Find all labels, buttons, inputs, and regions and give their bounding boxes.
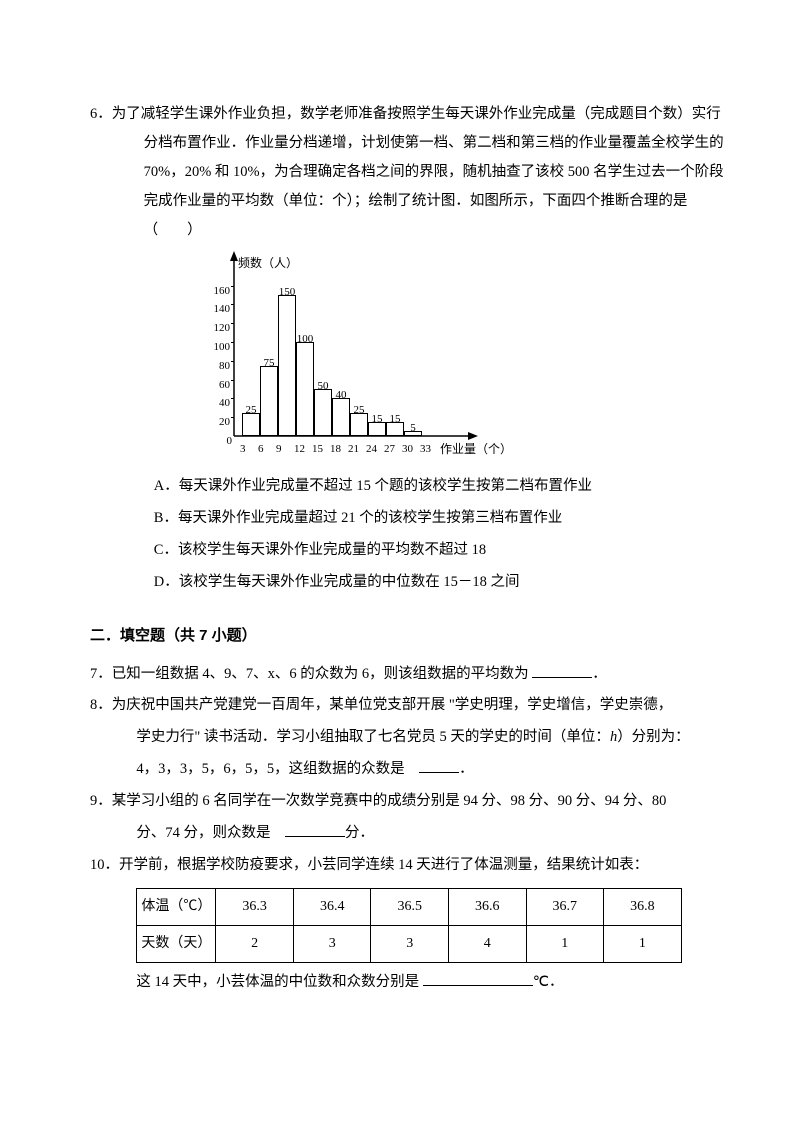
y-tick-label: 140: [206, 298, 230, 320]
cell: 36.8: [604, 888, 682, 925]
bar-value-label: 15: [367, 408, 387, 430]
y-tick-label: 80: [206, 355, 230, 377]
bar-value-label: 75: [259, 352, 279, 374]
table-row-data: 天数（天） 2 3 3 4 1 1: [137, 925, 681, 962]
bar-value-label: 25: [349, 399, 369, 421]
x-tick-label: 15: [312, 438, 323, 460]
q8-cont2: 4，3，3，5，6，5，5，这组数据的众数是 ．: [90, 754, 724, 786]
cell: 36.5: [371, 888, 449, 925]
table-row-header: 体温（℃） 36.3 36.4 36.5 36.6 36.7 36.8: [137, 888, 681, 925]
x-tick-label: 6: [258, 438, 264, 460]
q10-unit: ℃．: [533, 974, 564, 990]
q6-intro-text: 为了减轻学生课外作业负担，数学老师准备按照学生每天课外作业完成量（完成题目个数）…: [112, 106, 724, 238]
y-axis-title: 频数（人）: [238, 251, 298, 275]
q10-line2: 这 14 天中，小芸体温的中位数和众数分别是 ℃．: [90, 967, 724, 999]
q8-tail: ．: [459, 761, 474, 777]
bar-value-label: 150: [277, 281, 297, 303]
q8: 8．为庆祝中国共产党建党一百周年，某单位党支部开展 "学史明理，学史增信，学史崇…: [90, 690, 724, 722]
q10: 10．开学前，根据学校防疫要求，小芸同学连续 14 天进行了体温测量，结果统计如…: [90, 850, 724, 882]
cell: 2: [216, 925, 294, 962]
x-tick-label: 30: [402, 438, 413, 460]
cell: 36.4: [293, 888, 371, 925]
cell: 天数（天）: [137, 925, 216, 962]
q6-option-b[interactable]: B．每天课外作业完成量超过 21 个的该校学生按第三档布置作业: [90, 503, 724, 535]
q8-cont1: 学史力行" 读书活动．学习小组抽取了七名党员 5 天的学史的时间（单位：h）分别…: [90, 722, 724, 754]
x-axis-title: 作业量（个）: [440, 437, 520, 461]
origin-zero: 0: [208, 430, 232, 452]
x-tick-label: 12: [294, 438, 305, 460]
x-tick-label: 24: [366, 438, 377, 460]
x-tick-label: 33: [420, 438, 431, 460]
cell: 36.7: [526, 888, 604, 925]
q7-tail: ．: [592, 666, 607, 682]
y-tick-label: 120: [206, 317, 230, 339]
x-tick-label: 21: [348, 438, 359, 460]
q8-line1: 8．为庆祝中国共产党建党一百周年，某单位党支部开展 "学史明理，学史增信，学史崇…: [90, 697, 672, 713]
x-tick-label: 27: [384, 438, 395, 460]
cell: 1: [604, 925, 682, 962]
cell: 36.3: [216, 888, 294, 925]
bar-value-label: 25: [241, 399, 261, 421]
x-tick-label: 18: [330, 438, 341, 460]
cell: 4: [448, 925, 526, 962]
q7-blank[interactable]: [532, 662, 592, 678]
temperature-table: 体温（℃） 36.3 36.4 36.5 36.6 36.7 36.8 天数（天…: [136, 888, 681, 963]
q10-text2: 这 14 天中，小芸体温的中位数和众数分别是: [136, 974, 419, 990]
q10-blank[interactable]: [423, 970, 533, 986]
cell: 3: [371, 925, 449, 962]
bar-value-label: 5: [403, 417, 423, 439]
q9: 9．某学习小组的 6 名同学在一次数学竞赛中的成绩分别是 94 分、98 分、9…: [90, 786, 724, 818]
histogram: 20406080100120140160 2575150100504025151…: [200, 251, 500, 461]
bar-value-label: 40: [331, 384, 351, 406]
q9-cont: 分、74 分，则众数是 分．: [90, 818, 724, 850]
bar-value-label: 50: [313, 375, 333, 397]
bar: [260, 366, 278, 437]
q6-option-c[interactable]: C．该校学生每天课外作业完成量的平均数不超过 18: [90, 535, 724, 567]
q6-option-a[interactable]: A．每天课外作业完成量不超过 15 个题的该校学生按第二档布置作业: [90, 471, 724, 503]
bar-value-label: 100: [295, 328, 315, 350]
q6-option-d[interactable]: D．该校学生每天课外作业完成量的中位数在 15－18 之间: [90, 567, 724, 599]
section-2-title: 二．填空题（共 7 小题）: [90, 621, 724, 651]
bar: [296, 342, 314, 436]
q8-blank[interactable]: [419, 758, 459, 774]
cell: 1: [526, 925, 604, 962]
y-tick-label: 40: [206, 392, 230, 414]
bar: [278, 295, 296, 436]
q9-blank[interactable]: [285, 822, 345, 838]
bar-value-label: 15: [385, 408, 405, 430]
cell: 36.6: [448, 888, 526, 925]
q7-text: 7．已知一组数据 4、9、7、x、6 的众数为 6，则该组数据的平均数为: [90, 666, 529, 682]
q7: 7．已知一组数据 4、9、7、x、6 的众数为 6，则该组数据的平均数为 ．: [90, 659, 724, 691]
cell: 体温（℃）: [137, 888, 216, 925]
y-tick-label: 160: [206, 280, 230, 302]
q6-text: 6．为了减轻学生课外作业负担，数学老师准备按照学生每天课外作业完成量（完成题目个…: [122, 100, 724, 245]
cell: 3: [293, 925, 371, 962]
x-tick-label: 3: [240, 438, 246, 460]
y-tick-label: 60: [206, 374, 230, 396]
q6: 6．为了减轻学生课外作业负担，数学老师准备按照学生每天课外作业完成量（完成题目个…: [90, 100, 724, 599]
q9-tail: 分．: [345, 825, 374, 841]
y-tick-label: 100: [206, 336, 230, 358]
x-tick-label: 9: [276, 438, 282, 460]
q6-number: 6．: [90, 106, 112, 122]
